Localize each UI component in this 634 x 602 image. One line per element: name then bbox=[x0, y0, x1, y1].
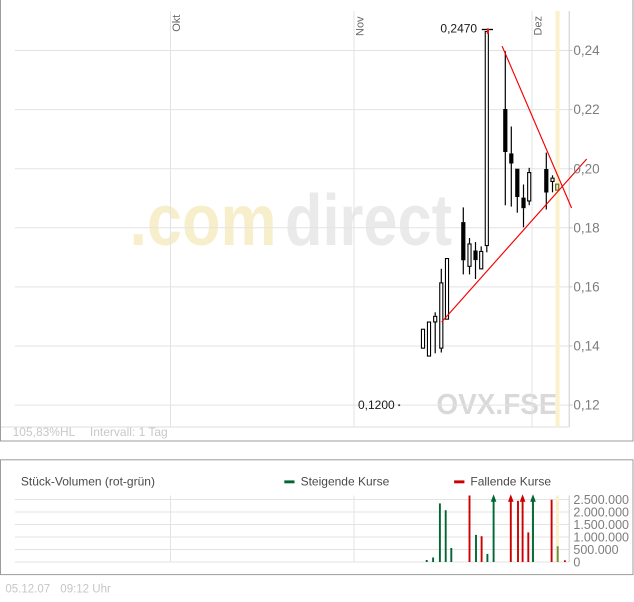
svg-text:0,1200: 0,1200 bbox=[358, 398, 395, 412]
svg-text:05.12.07: 05.12.07 bbox=[5, 584, 50, 596]
svg-text:Fallende Kurse: Fallende Kurse bbox=[470, 475, 551, 489]
svg-text:direct: direct bbox=[285, 181, 452, 261]
svg-text:0,20: 0,20 bbox=[573, 161, 599, 176]
svg-text:105,83%HL: 105,83%HL bbox=[13, 425, 76, 439]
svg-text:Intervall: 1 Tag: Intervall: 1 Tag bbox=[90, 425, 168, 439]
svg-text:0,24: 0,24 bbox=[573, 43, 600, 58]
svg-text:0,12: 0,12 bbox=[573, 398, 599, 413]
svg-text:0: 0 bbox=[573, 555, 580, 569]
svg-text:Nov: Nov bbox=[355, 16, 367, 36]
svg-text:0,2470: 0,2470 bbox=[440, 21, 477, 35]
svg-text:Dez: Dez bbox=[533, 16, 545, 36]
svg-text:1.500.000: 1.500.000 bbox=[573, 518, 629, 532]
svg-text:0,18: 0,18 bbox=[573, 220, 599, 235]
svg-text:0,14: 0,14 bbox=[573, 339, 600, 354]
svg-text:0,22: 0,22 bbox=[573, 102, 599, 117]
svg-text:Stück-Volumen (rot-grün): Stück-Volumen (rot-grün) bbox=[21, 475, 155, 489]
svg-text:.com: .com bbox=[130, 181, 277, 261]
svg-text:500.000: 500.000 bbox=[573, 543, 618, 557]
svg-text:0,16: 0,16 bbox=[573, 280, 599, 295]
svg-text:Okt: Okt bbox=[171, 15, 183, 32]
svg-text:09:12 Uhr: 09:12 Uhr bbox=[60, 584, 111, 596]
svg-text:1.000.000: 1.000.000 bbox=[573, 530, 629, 544]
svg-text:Steigende Kurse: Steigende Kurse bbox=[301, 475, 390, 489]
svg-text:2.000.000: 2.000.000 bbox=[573, 505, 629, 519]
svg-text:2.500.000: 2.500.000 bbox=[573, 493, 629, 507]
